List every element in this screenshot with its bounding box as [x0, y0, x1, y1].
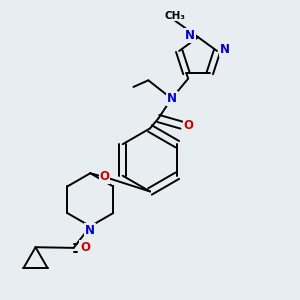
Text: N: N — [220, 43, 230, 56]
Text: O: O — [100, 170, 110, 183]
Text: N: N — [85, 224, 95, 237]
Text: O: O — [184, 118, 194, 132]
Text: N: N — [167, 92, 177, 105]
Text: N: N — [185, 29, 195, 42]
Text: O: O — [80, 242, 90, 254]
Text: CH₃: CH₃ — [164, 11, 185, 21]
